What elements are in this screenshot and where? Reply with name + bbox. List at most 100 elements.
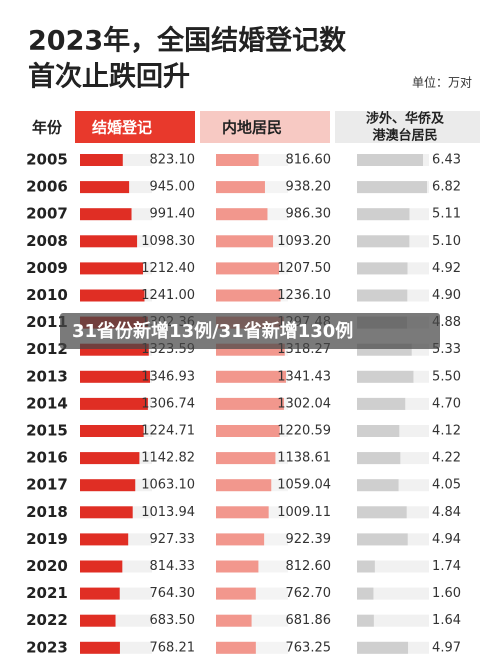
banner-bg xyxy=(60,313,440,349)
bar xyxy=(80,154,123,166)
value: 683.50 xyxy=(150,613,196,628)
value: 6.82 xyxy=(432,180,461,195)
year: 2010 xyxy=(26,286,68,304)
bar xyxy=(216,533,265,546)
bar xyxy=(216,479,272,492)
value: 1142.82 xyxy=(141,451,195,466)
bar xyxy=(216,452,276,465)
header-cell xyxy=(200,111,330,143)
value: 768.21 xyxy=(150,640,196,655)
bar xyxy=(357,587,374,600)
bar xyxy=(80,235,138,248)
value: 1236.10 xyxy=(277,288,331,303)
header-cell xyxy=(75,111,195,143)
bar xyxy=(216,560,259,573)
bar xyxy=(80,560,123,573)
bar xyxy=(216,614,252,627)
value: 1306.74 xyxy=(141,396,195,411)
year: 2008 xyxy=(26,232,68,250)
value: 764.30 xyxy=(150,586,196,601)
column-header: 年份 xyxy=(32,119,63,137)
value: 927.33 xyxy=(150,532,196,547)
value: 922.39 xyxy=(286,532,332,547)
column-header: 港澳台居民 xyxy=(372,128,437,144)
value: 1059.04 xyxy=(277,478,331,493)
bar xyxy=(80,181,130,194)
bar xyxy=(357,479,399,492)
year: 2019 xyxy=(26,530,68,548)
column-header: 内地居民 xyxy=(222,119,282,137)
bar xyxy=(216,289,281,302)
value: 681.86 xyxy=(286,613,332,628)
banner: 31省份新增13例/31省新增130例 xyxy=(72,320,353,342)
value: 4.97 xyxy=(432,640,461,655)
value: 991.40 xyxy=(150,207,196,222)
bar xyxy=(80,533,129,546)
value: 1.74 xyxy=(432,559,461,574)
year: 2023 xyxy=(26,638,68,656)
bar xyxy=(216,262,280,275)
value: 816.60 xyxy=(286,153,332,168)
bar xyxy=(80,641,120,654)
value: 762.70 xyxy=(286,586,332,601)
bar-track xyxy=(357,560,429,573)
value: 1009.11 xyxy=(277,505,331,520)
value: 986.30 xyxy=(286,207,332,222)
bar xyxy=(357,262,408,275)
value: 1220.59 xyxy=(277,424,331,439)
bar xyxy=(80,397,148,410)
value: 4.84 xyxy=(432,505,461,520)
bar xyxy=(357,289,408,302)
year: 2017 xyxy=(26,476,68,494)
bar xyxy=(216,506,269,519)
bar xyxy=(357,560,375,573)
year: 2016 xyxy=(26,449,68,467)
bar xyxy=(357,452,401,465)
title-line: 首次止跌回升 xyxy=(28,61,190,93)
title-line: 2023年，全国结婚登记数 xyxy=(28,25,347,57)
value: 1346.93 xyxy=(141,369,195,384)
bar xyxy=(357,506,407,519)
value: 4.22 xyxy=(432,451,461,466)
value: 4.12 xyxy=(432,424,461,439)
bar xyxy=(80,289,145,302)
value: 1224.71 xyxy=(141,424,195,439)
value: 4.05 xyxy=(432,478,461,493)
value: 1341.43 xyxy=(277,369,331,384)
year: 2021 xyxy=(26,584,68,602)
bar xyxy=(357,425,400,437)
value: 823.10 xyxy=(150,153,196,168)
bar xyxy=(80,262,144,275)
bar xyxy=(216,397,284,410)
bar xyxy=(357,641,409,654)
bar xyxy=(80,506,133,519)
value: 763.25 xyxy=(286,640,332,655)
value: 1093.20 xyxy=(277,234,331,249)
bar xyxy=(216,587,256,600)
bar xyxy=(357,397,406,410)
unit: 单位：万对 xyxy=(412,75,472,90)
bar xyxy=(216,370,286,383)
header-cell xyxy=(335,111,480,143)
bar xyxy=(80,479,136,492)
value: 1212.40 xyxy=(141,261,195,276)
value: 5.10 xyxy=(432,234,461,249)
value: 1098.30 xyxy=(141,234,195,249)
year: 2020 xyxy=(26,557,68,575)
value: 1207.50 xyxy=(277,261,331,276)
bar-track xyxy=(357,614,429,627)
year: 2006 xyxy=(26,178,68,196)
bar xyxy=(80,452,140,465)
year: 2005 xyxy=(26,151,68,169)
bar xyxy=(80,425,144,437)
value: 814.33 xyxy=(150,559,196,574)
bar xyxy=(357,208,410,221)
year: 2012 xyxy=(26,340,68,358)
bar xyxy=(216,235,274,248)
bar xyxy=(216,181,265,194)
value: 4.92 xyxy=(432,261,461,276)
year: 2009 xyxy=(26,259,68,277)
column-header: 结婚登记 xyxy=(92,119,152,137)
bar xyxy=(357,235,410,248)
value: 1302.04 xyxy=(277,396,331,411)
